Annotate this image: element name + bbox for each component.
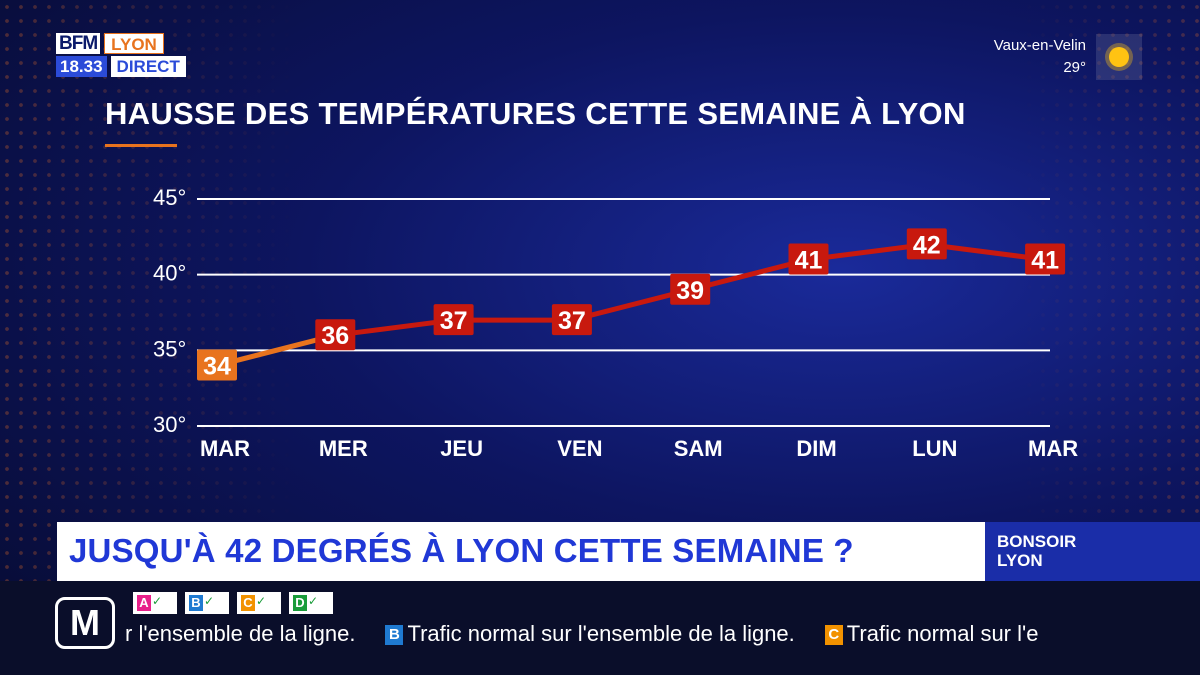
metro-line-chip: A ✓ (133, 592, 177, 614)
data-point: 41 (788, 243, 829, 275)
chart-title: HAUSSE DES TEMPÉRATURES CETTE SEMAINE À … (105, 96, 966, 131)
show-name: BONSOIR LYON (997, 532, 1077, 570)
x-tick-label: MER (319, 436, 368, 461)
x-tick-label: MAR (200, 436, 250, 461)
data-point-marker (906, 228, 947, 260)
show-badge: BONSOIR LYON (985, 522, 1200, 581)
x-tick-label: VEN (557, 436, 602, 461)
ticker-item-text: r l'ensemble de la ligne. (125, 621, 356, 646)
data-points: 34 36 37 37 39 41 42 41 (197, 228, 1066, 381)
check-icon: ✓ (256, 594, 267, 608)
data-point: 39 (670, 273, 711, 305)
ticker-item: C Trafic normal sur l'e (824, 621, 1039, 647)
data-label: 34 (203, 352, 231, 380)
data-label: 37 (440, 307, 468, 335)
data-point-marker (315, 319, 356, 351)
ticker-item-text: Trafic normal sur l'e (846, 621, 1039, 646)
x-axis-ticks: MAR MER JEU VEN SAM DIM LUN MAR (200, 436, 1078, 461)
channel-logo: BFM LYON 18.33 DIRECT (56, 33, 186, 79)
x-tick-label: LUN (912, 436, 957, 461)
metro-line-chip: C ✓ (237, 592, 281, 614)
data-point: 37 (433, 304, 474, 336)
chart-grid (197, 198, 1050, 427)
weather-widget: Vaux-en-Velin 29° (994, 34, 1142, 80)
data-label: 37 (558, 307, 586, 335)
data-label: 36 (321, 322, 349, 350)
data-label: 41 (1031, 247, 1059, 275)
metro-line-badge: A (137, 595, 151, 611)
data-point-marker (788, 243, 829, 275)
metro-line-badge: D (293, 595, 307, 611)
temperature-chart: 30° 35° 40° 45° MAR MER JEU VEN SAM DIM LUN MAR 34… (153, 185, 1078, 461)
metro-line-badge: B (189, 595, 203, 611)
clock-label: 18.33 (56, 56, 107, 77)
city-label: LYON (104, 33, 164, 54)
ticker-line-badge: C (824, 625, 843, 645)
data-point: 41 (1025, 243, 1066, 275)
data-label: 41 (795, 247, 823, 275)
x-tick-label: MAR (1028, 436, 1078, 461)
data-label: 42 (913, 231, 941, 259)
data-point-marker (551, 304, 592, 336)
title-underline (105, 144, 177, 147)
data-label: 39 (676, 277, 704, 305)
check-icon: ✓ (152, 594, 163, 608)
data-point-marker (433, 304, 474, 336)
data-point: 34 (197, 349, 237, 381)
data-point-marker (670, 273, 711, 305)
y-axis-ticks: 30° 35° 40° 45° (153, 185, 186, 437)
headline-text: JUSQU'À 42 DEGRÉS À LYON CETTE SEMAINE ? (69, 532, 854, 569)
headline-banner: JUSQU'À 42 DEGRÉS À LYON CETTE SEMAINE ? (57, 522, 985, 581)
metro-line-badge: C (241, 595, 255, 611)
data-point: 37 (551, 304, 592, 336)
metro-logo: M (55, 597, 115, 649)
y-tick-label: 45° (153, 185, 186, 210)
data-point-marker (197, 349, 237, 381)
weather-location: Vaux-en-Velin (993, 37, 1086, 54)
y-tick-label: 30° (153, 412, 186, 437)
x-tick-label: DIM (796, 436, 836, 461)
metro-line-chip: B ✓ (185, 592, 229, 614)
y-tick-label: 35° (153, 336, 186, 361)
live-label: DIRECT (110, 56, 186, 77)
y-tick-label: 40° (153, 261, 186, 286)
sun-icon (1096, 34, 1142, 80)
data-point: 42 (906, 228, 947, 260)
ticker-item: r l'ensemble de la ligne. (125, 621, 355, 647)
x-tick-label: SAM (674, 436, 723, 461)
ticker-scroll-text: r l'ensemble de la ligne. B Trafic normal … (125, 621, 1200, 651)
ticker-line-badge: B (385, 625, 404, 645)
check-icon: ✓ (204, 594, 215, 608)
data-point-marker (1025, 243, 1066, 275)
x-tick-label: JEU (440, 436, 483, 461)
metro-line-chip: D ✓ (289, 592, 333, 614)
brand-label: BFM (56, 33, 101, 54)
metro-line-status: A ✓ B ✓ C ✓ D ✓ (133, 592, 341, 614)
ticker-item: B Trafic normal sur l'ensemble de la lign… (385, 621, 795, 647)
data-point: 36 (315, 319, 356, 351)
weather-temperature: 29° (1063, 59, 1086, 76)
check-icon: ✓ (308, 594, 319, 608)
ticker-item-text: Trafic normal sur l'ensemble de la ligne… (407, 621, 795, 646)
